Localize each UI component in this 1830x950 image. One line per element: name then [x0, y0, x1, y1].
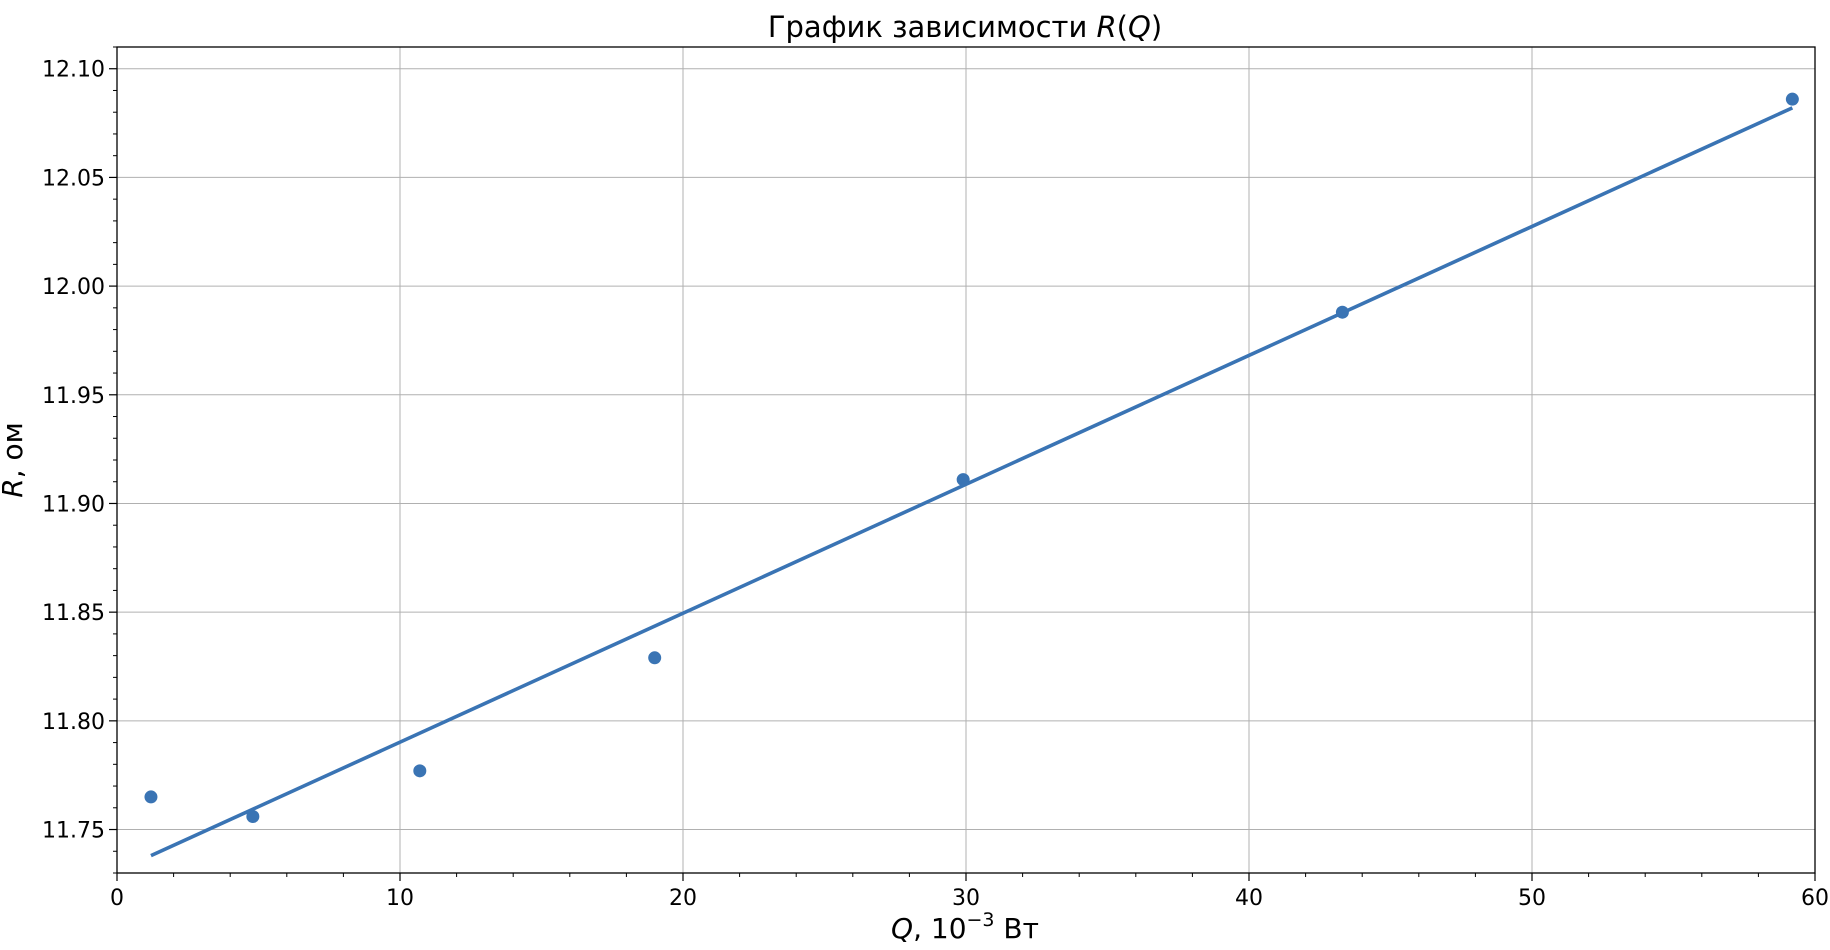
x-axis-title: Q, 10−3 Вт	[891, 909, 1039, 945]
x-tick-label: 50	[1518, 886, 1546, 911]
y-tick-label: 11.80	[42, 710, 105, 735]
fit-line	[150, 106, 1794, 858]
tick-layer: 0 10 20 30 40 50 60 11.75 11.80 11.85 11.90 11.95 12…	[42, 46, 1829, 911]
x-axis-title-text: , 10	[913, 912, 966, 945]
y-axis-title-text: , ом	[0, 422, 29, 478]
data-point	[1785, 92, 1799, 106]
data-point	[648, 651, 662, 665]
x-tick-label: 0	[110, 886, 124, 911]
y-tick-label: 12.00	[42, 275, 105, 300]
y-axis-title: R, ом	[0, 422, 29, 498]
x-axis-title-exponent: −3	[967, 909, 995, 931]
y-tick-label: 12.10	[42, 58, 105, 83]
data-point	[246, 809, 260, 823]
y-tick-label: 11.75	[42, 819, 105, 844]
x-tick-label: 30	[952, 886, 980, 911]
y-tick-label: 11.95	[42, 384, 105, 409]
chart-title-close: )	[1151, 10, 1162, 44]
y-tick-label: 12.05	[42, 166, 105, 191]
data-point	[413, 764, 427, 778]
chart-title-prefix: График зависимости	[768, 10, 1097, 44]
y-tick-label: 11.85	[42, 601, 105, 626]
chart-title-symbol: R	[1097, 10, 1117, 44]
x-axis-title-symbol: Q	[891, 912, 913, 945]
series-layer	[144, 92, 1799, 858]
chart-title-arg: Q	[1128, 10, 1151, 44]
x-tick-label: 40	[1235, 886, 1263, 911]
chart-title-open: (	[1117, 10, 1128, 44]
data-point	[144, 790, 158, 804]
chart-title: График зависимости R(Q)	[768, 10, 1162, 44]
data-point	[1335, 305, 1349, 319]
x-tick-label: 20	[669, 886, 697, 911]
data-point	[956, 473, 970, 487]
y-axis-title-symbol: R	[0, 478, 29, 497]
x-tick-label: 60	[1801, 886, 1829, 911]
x-axis-title-unit: Вт	[995, 912, 1039, 945]
x-tick-label: 10	[386, 886, 414, 911]
y-tick-label: 11.90	[42, 492, 105, 517]
grid-layer	[116, 47, 1816, 873]
